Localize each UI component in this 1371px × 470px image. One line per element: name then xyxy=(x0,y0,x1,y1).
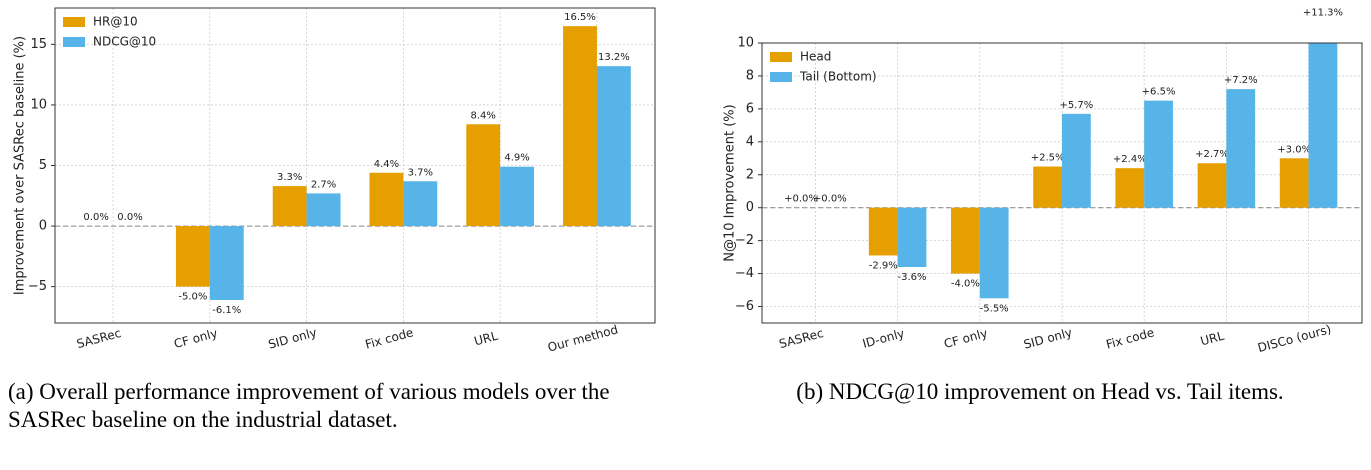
bar xyxy=(1033,166,1062,208)
y-tick-label: 15 xyxy=(30,37,47,52)
value-label: -4.0% xyxy=(951,279,980,290)
caption: (b) NDCG@10 improvement on Head vs. Tail… xyxy=(796,379,1284,404)
bar xyxy=(1279,158,1309,208)
bar xyxy=(1115,168,1145,208)
y-axis-label: N@10 Improvement (%) xyxy=(723,104,738,261)
bar xyxy=(369,172,404,227)
bar xyxy=(500,166,535,227)
x-tick-label: SID only xyxy=(267,325,319,351)
value-label: +11.3% xyxy=(1303,8,1343,19)
value-label: +0.0% xyxy=(784,194,818,205)
value-label: +7.2% xyxy=(1224,75,1258,86)
value-label: +0.0% xyxy=(813,194,847,205)
y-tick-label: −5 xyxy=(28,279,47,294)
x-tick-label: Fix code xyxy=(364,325,415,351)
y-tick-label: 2 xyxy=(746,167,754,182)
y-tick-label: 5 xyxy=(39,158,47,173)
bar xyxy=(272,186,307,227)
bar xyxy=(979,207,1009,299)
value-label: +2.7% xyxy=(1195,149,1229,160)
legend-swatch xyxy=(770,72,792,82)
value-label: 8.4% xyxy=(471,110,496,121)
y-tick-label: −4 xyxy=(735,266,754,281)
value-label: +2.4% xyxy=(1113,154,1147,165)
value-label: 13.2% xyxy=(598,52,630,63)
bar xyxy=(1062,113,1091,208)
bar xyxy=(563,26,597,227)
bar xyxy=(403,181,438,227)
value-label: 0.0% xyxy=(117,212,142,223)
x-tick-label: CF only xyxy=(172,326,219,351)
y-tick-label: 6 xyxy=(746,101,754,116)
bar xyxy=(897,207,927,267)
bar xyxy=(1144,100,1173,208)
legend-swatch xyxy=(770,52,792,62)
y-tick-label: −6 xyxy=(735,299,754,314)
value-label: 2.7% xyxy=(311,179,336,190)
bar xyxy=(868,207,898,256)
value-label: 0.0% xyxy=(83,212,108,223)
bar xyxy=(1197,163,1227,208)
value-label: +2.5% xyxy=(1031,153,1065,164)
x-tick-label: CF only xyxy=(942,326,989,351)
value-label: -5.0% xyxy=(178,292,207,303)
x-tick-label: Fix code xyxy=(1104,325,1155,351)
x-tick-label: SASRec xyxy=(75,326,123,351)
y-tick-label: 10 xyxy=(30,97,47,112)
bar xyxy=(209,226,244,300)
y-tick-label: −2 xyxy=(735,233,754,248)
y-tick-label: 0 xyxy=(746,200,754,215)
value-label: -5.5% xyxy=(980,303,1009,314)
value-label: +6.5% xyxy=(1142,87,1176,98)
y-tick-label: 10 xyxy=(737,36,754,51)
value-label: 4.4% xyxy=(374,159,399,170)
y-tick-label: 0 xyxy=(39,219,47,234)
bar xyxy=(1308,43,1338,208)
axes-frame xyxy=(54,7,656,324)
legend-label: Head xyxy=(800,50,831,64)
x-tick-label: URL xyxy=(1199,329,1226,349)
value-label: 3.7% xyxy=(408,167,433,178)
x-tick-label: ID-only xyxy=(861,326,906,351)
caption: (a) Overall performance improvement of v… xyxy=(8,379,610,432)
bar xyxy=(175,226,210,287)
legend-swatch xyxy=(63,37,85,47)
legend-label: Tail (Bottom) xyxy=(799,70,877,84)
bar xyxy=(951,207,980,274)
value-label: +3.0% xyxy=(1277,144,1311,155)
y-axis-label: Improvement over SASRec baseline (%) xyxy=(13,36,28,295)
bar xyxy=(1226,89,1256,208)
value-label: 16.5% xyxy=(564,12,596,23)
value-label: +5.7% xyxy=(1059,100,1093,111)
x-tick-label: SASRec xyxy=(778,326,826,351)
axes-frame xyxy=(761,42,1363,324)
value-label: -6.1% xyxy=(212,305,241,316)
bar xyxy=(306,193,341,227)
bar xyxy=(466,124,501,227)
value-label: 3.3% xyxy=(277,172,302,183)
bar xyxy=(596,66,631,227)
legend-label: NDCG@10 xyxy=(93,35,156,49)
legend-label: HR@10 xyxy=(93,15,138,29)
x-tick-label: URL xyxy=(473,329,500,349)
x-tick-label: DISCo (ours) xyxy=(1256,322,1332,355)
value-label: -2.9% xyxy=(869,260,898,271)
x-tick-label: Our method xyxy=(546,322,619,354)
value-label: -3.6% xyxy=(897,272,926,283)
legend-swatch xyxy=(63,17,85,27)
y-tick-label: 4 xyxy=(746,134,754,149)
value-label: 4.9% xyxy=(504,153,529,164)
y-tick-label: 8 xyxy=(746,68,754,83)
x-tick-label: SID only xyxy=(1022,325,1074,351)
